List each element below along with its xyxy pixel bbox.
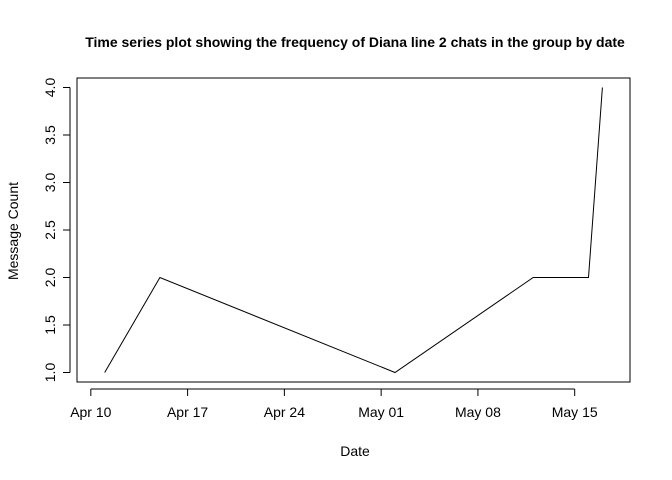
series-layer [104, 87, 603, 374]
y-tick-label: 3.0 [42, 173, 58, 193]
plot-frame [76, 77, 631, 383]
x-tick-label: May 15 [552, 404, 598, 420]
y-tick-label: 4.0 [42, 78, 58, 98]
series-line [104, 87, 603, 374]
x-tick-label: May 08 [455, 404, 501, 420]
x-axis-label: Date [340, 443, 370, 459]
y-tick-label: 3.5 [42, 125, 58, 145]
x-tick-label: Apr 17 [167, 404, 208, 420]
y-tick-label: 1.0 [42, 363, 58, 383]
x-axis: Apr 10 Apr 17 Apr 24 May 01 May 08 May 15 [70, 388, 598, 420]
x-tick-label: May 01 [358, 404, 404, 420]
y-axis: 1.0 1.5 2.0 2.5 3.0 3.5 4.0 [42, 78, 71, 383]
y-tick-label: 2.5 [42, 220, 58, 240]
y-tick-label: 1.5 [42, 315, 58, 335]
chart-title: Time series plot showing the frequency o… [85, 34, 625, 50]
x-tick-label: Apr 10 [70, 404, 111, 420]
y-axis-label: Message Count [5, 182, 21, 280]
x-tick-label: Apr 24 [264, 404, 305, 420]
y-tick-label: 2.0 [42, 268, 58, 288]
